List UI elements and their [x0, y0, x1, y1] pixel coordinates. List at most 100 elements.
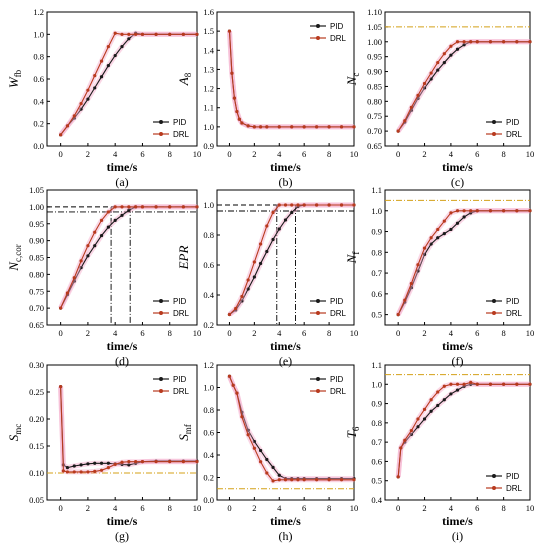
data-point [416, 425, 420, 429]
data-point [113, 53, 117, 58]
data-point [296, 478, 300, 482]
series-highlight [227, 30, 354, 130]
plot-frame [384, 189, 531, 326]
legend-marker [159, 377, 163, 381]
y-tick-label: 0.8 [203, 230, 214, 240]
panel-g: 0 2 4 6 8 10 0.05 0.10 0.15 0.20 0.25 0.30 time/s(g)… [6, 360, 201, 543]
panel-label: (c) [451, 175, 464, 189]
y-tick-label: 1.0 [203, 383, 214, 393]
data-point [79, 107, 83, 111]
y-tick-label: 0.85 [367, 81, 382, 91]
data-point [271, 237, 275, 242]
data-point [429, 77, 433, 81]
data-point [127, 463, 131, 467]
x-tick-label: 4 [113, 149, 118, 159]
y-tick-label: 0.4 [371, 495, 382, 505]
data-point [240, 121, 244, 125]
data-point [258, 448, 263, 453]
data-point [462, 382, 466, 386]
data-point [290, 203, 294, 207]
data-point [195, 205, 199, 209]
data-point [429, 398, 433, 402]
y-tick-label: 0.6 [33, 74, 44, 84]
y-tick-label: 0.95 [29, 219, 44, 229]
data-point [422, 81, 427, 86]
data-point [113, 205, 117, 209]
legend: PID DRL [486, 472, 523, 493]
data-point [436, 403, 440, 408]
data-point [246, 433, 250, 437]
data-point [449, 227, 453, 232]
data-point [258, 242, 263, 246]
y-tick-label: 1.0 [203, 200, 214, 210]
data-point [79, 266, 83, 270]
data-point [352, 203, 356, 207]
data-point [72, 276, 76, 280]
data-point [168, 32, 172, 36]
y-tick-label: 0.9 [203, 141, 214, 151]
data-point [181, 205, 185, 209]
data-point [72, 114, 76, 118]
data-point [252, 275, 256, 279]
y-tick-label: 1.2 [203, 84, 214, 94]
x-tick-label: 8 [502, 149, 506, 159]
data-point [140, 32, 145, 36]
y-axis-label: Smc [6, 424, 23, 442]
plot-frame [216, 189, 355, 326]
x-tick-label: 8 [168, 149, 172, 159]
data-point [436, 390, 440, 394]
x-tick-label: 6 [302, 503, 306, 513]
data-point [469, 209, 473, 213]
data-point [462, 43, 466, 47]
data-point [290, 478, 294, 482]
data-point [302, 478, 306, 482]
x-tick-label: 0 [227, 149, 231, 159]
y-tick-label: 0.7 [371, 268, 382, 278]
legend-label: DRL [506, 484, 523, 493]
y-tick-label: 0.30 [29, 360, 44, 370]
legend-label: PID [173, 297, 187, 306]
legend-marker [159, 120, 163, 124]
y-tick-label: 0.25 [29, 387, 44, 397]
legend-label: DRL [173, 387, 190, 396]
legend: PID DRL [486, 118, 523, 139]
data-point [240, 294, 244, 299]
y-tick-label: 0.2 [203, 320, 214, 330]
data-point [127, 205, 131, 209]
data-point [271, 210, 275, 215]
x-axis-label: time/s [107, 514, 138, 528]
data-point [528, 209, 532, 213]
x-tick-label: 8 [327, 503, 331, 513]
legend-marker [159, 299, 163, 303]
data-point [462, 209, 466, 213]
y-axis-label: A8 [176, 72, 193, 86]
x-tick-label: 10 [526, 328, 535, 338]
y-tick-label: 0.80 [29, 269, 44, 279]
legend: PID DRL [310, 297, 347, 318]
x-tick-label: 2 [422, 149, 426, 159]
data-point [283, 478, 288, 482]
data-point [396, 475, 400, 479]
data-point [234, 306, 238, 311]
data-point [93, 244, 97, 248]
data-point [252, 446, 256, 450]
data-point [403, 298, 407, 302]
panel-label: (f) [452, 354, 464, 368]
data-point [120, 460, 124, 464]
legend-label: PID [506, 118, 520, 127]
y-tick-label: 0.8 [371, 418, 382, 428]
data-point [455, 221, 460, 225]
data-point [86, 97, 90, 101]
data-point [154, 205, 158, 209]
data-point [315, 203, 319, 207]
panel-a: 0 2 4 6 8 10 0.0 0.2 0.4 0.6 0.8 1.0 1.2 time/s(a) Wfb… [6, 7, 201, 189]
data-point [422, 86, 427, 90]
legend-marker [492, 311, 496, 315]
panel-h: 0 2 4 6 8 100.00.20.40.60.81.01.2time/s(h)Smf… [176, 360, 358, 543]
legend-label: PID [173, 375, 187, 384]
y-tick-label: 0.90 [29, 236, 44, 246]
data-point [436, 68, 440, 72]
series-line-drl [397, 381, 530, 477]
data-point [502, 40, 506, 44]
